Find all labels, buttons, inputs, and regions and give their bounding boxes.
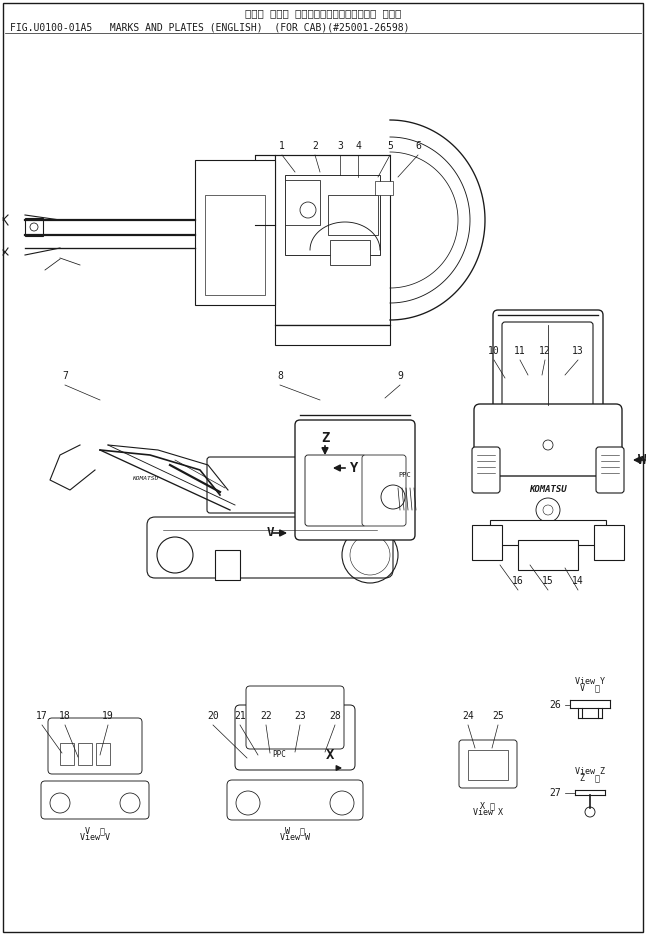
Text: 6: 6 <box>415 141 421 151</box>
Text: 3: 3 <box>337 141 343 151</box>
FancyBboxPatch shape <box>227 780 363 820</box>
Bar <box>468 750 508 780</box>
Bar <box>96 743 110 765</box>
Text: 13: 13 <box>572 346 584 356</box>
Text: 20: 20 <box>207 711 219 721</box>
Text: X: X <box>326 748 334 762</box>
Text: 22: 22 <box>260 711 272 721</box>
Text: 5: 5 <box>387 141 393 151</box>
Text: View V: View V <box>80 833 110 842</box>
Text: Z  見: Z 見 <box>580 773 600 782</box>
Bar <box>285 180 320 225</box>
Text: 9: 9 <box>397 371 403 381</box>
Text: 19: 19 <box>102 711 114 721</box>
Circle shape <box>546 525 550 529</box>
Text: 24: 24 <box>462 711 474 721</box>
Bar <box>518 540 578 570</box>
Text: 4: 4 <box>355 141 361 151</box>
Text: Z: Z <box>321 431 329 445</box>
FancyBboxPatch shape <box>147 517 393 578</box>
FancyBboxPatch shape <box>235 705 355 770</box>
Text: 8: 8 <box>277 371 283 381</box>
FancyBboxPatch shape <box>41 781 149 819</box>
Bar <box>285 175 380 255</box>
Text: 12: 12 <box>539 346 551 356</box>
Text: V  見: V 見 <box>580 683 600 692</box>
Text: 14: 14 <box>572 576 584 586</box>
Bar <box>205 195 265 295</box>
Bar <box>25 218 43 236</box>
Text: V  見: V 見 <box>85 826 105 835</box>
FancyBboxPatch shape <box>596 447 624 493</box>
Text: 23: 23 <box>294 711 306 721</box>
Text: 7: 7 <box>62 371 68 381</box>
FancyBboxPatch shape <box>502 322 593 408</box>
Bar <box>275 325 390 345</box>
Text: 17: 17 <box>36 711 48 721</box>
Text: View Y: View Y <box>575 677 605 686</box>
Bar <box>215 550 240 580</box>
Bar <box>375 181 393 195</box>
Text: KOMATSU: KOMATSU <box>529 485 567 494</box>
Text: 15: 15 <box>542 576 554 586</box>
Text: PPC: PPC <box>398 472 411 478</box>
Text: 26: 26 <box>549 700 561 710</box>
Text: View W: View W <box>280 833 310 842</box>
Text: Y: Y <box>350 461 359 475</box>
Text: 16: 16 <box>512 576 524 586</box>
Text: W  見: W 見 <box>285 826 305 835</box>
FancyBboxPatch shape <box>207 457 393 513</box>
Circle shape <box>534 525 538 529</box>
Text: W: W <box>638 453 646 467</box>
Text: FIG.U0100-01A5   MARKS AND PLATES (ENGLISH)  (FOR CAB)(#25001-26598): FIG.U0100-01A5 MARKS AND PLATES (ENGLISH… <box>10 22 410 32</box>
FancyBboxPatch shape <box>362 455 406 526</box>
Bar <box>275 155 390 325</box>
FancyBboxPatch shape <box>493 310 603 425</box>
FancyBboxPatch shape <box>48 718 142 774</box>
FancyBboxPatch shape <box>246 686 344 749</box>
Text: 18: 18 <box>59 711 71 721</box>
FancyBboxPatch shape <box>472 447 500 493</box>
Circle shape <box>558 525 562 529</box>
Text: 28: 28 <box>329 711 341 721</box>
Text: View X: View X <box>473 808 503 817</box>
Bar <box>60 743 74 765</box>
Bar <box>594 525 624 560</box>
Text: 25: 25 <box>492 711 504 721</box>
Text: 1: 1 <box>279 141 285 151</box>
Text: 21: 21 <box>234 711 246 721</box>
Bar <box>195 160 275 305</box>
Bar <box>472 525 502 560</box>
Bar <box>330 240 370 265</box>
FancyBboxPatch shape <box>459 740 517 788</box>
Bar <box>255 155 275 225</box>
Text: 10: 10 <box>488 346 500 356</box>
Text: KOMATSU: KOMATSU <box>132 476 158 481</box>
FancyBboxPatch shape <box>295 420 415 540</box>
FancyBboxPatch shape <box>305 455 366 526</box>
Text: PPC: PPC <box>272 750 286 759</box>
Text: V: V <box>266 526 274 539</box>
FancyBboxPatch shape <box>474 404 622 476</box>
Text: View Z: View Z <box>575 767 605 776</box>
Bar <box>328 195 378 235</box>
Bar <box>490 520 606 545</box>
Text: X 見: X 見 <box>481 801 495 810</box>
Text: 11: 11 <box>514 346 526 356</box>
Text: 27: 27 <box>549 788 561 798</box>
Bar <box>78 743 92 765</box>
Text: マーク および プレート（エイゴ）（キャブ ヨウ）: マーク および プレート（エイゴ）（キャブ ヨウ） <box>245 8 401 18</box>
Text: 2: 2 <box>312 141 318 151</box>
